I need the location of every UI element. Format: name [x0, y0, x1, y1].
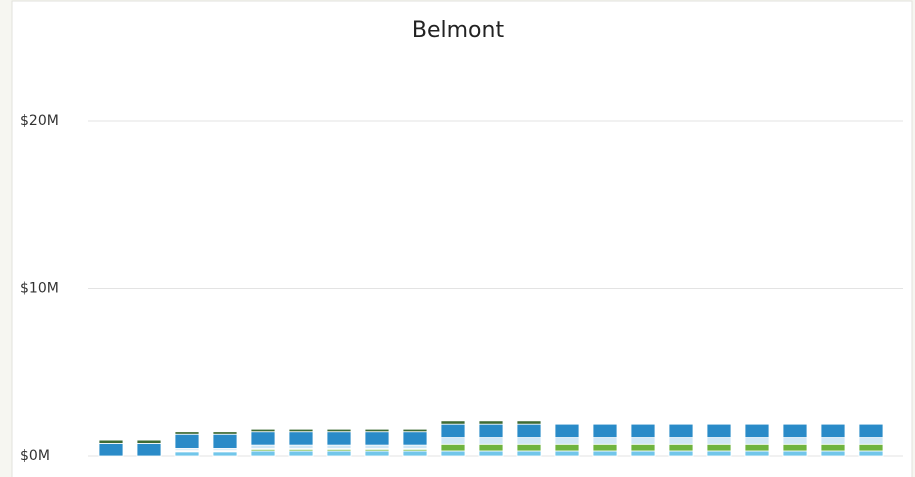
bar-segment	[858, 423, 884, 438]
bar-segment	[326, 444, 352, 449]
bar-segment	[440, 437, 466, 445]
bar-segment	[858, 443, 884, 452]
bar-segment	[250, 444, 276, 449]
bar-segment	[820, 450, 846, 457]
bar-segment	[592, 443, 618, 452]
bar-segment	[554, 437, 580, 445]
bar-segment	[592, 450, 618, 457]
bar-segment	[554, 443, 580, 452]
bar-segment	[668, 437, 694, 445]
bar-segment	[98, 439, 124, 444]
bar-segment	[288, 444, 314, 449]
bar-segment	[136, 439, 162, 444]
bar-segment	[402, 431, 428, 446]
bar-segment	[820, 443, 846, 452]
bar-segment	[326, 450, 352, 457]
bar-segment	[706, 443, 732, 452]
bar-segment	[478, 437, 504, 445]
bar-segment	[402, 450, 428, 457]
bar-segment	[478, 420, 504, 425]
bar-segment	[668, 450, 694, 457]
bar-segment	[326, 428, 352, 433]
bar-segment	[744, 437, 770, 445]
bar-segment	[592, 437, 618, 445]
bar-segment	[174, 451, 200, 457]
bar-segment	[288, 450, 314, 457]
y-tick-label: $20M	[20, 113, 59, 129]
bar-segment	[630, 450, 656, 457]
bar-segment	[554, 450, 580, 457]
bar-segment	[364, 428, 390, 433]
bar-segment	[326, 431, 352, 446]
bar-segment	[820, 437, 846, 445]
bar-segment	[744, 423, 770, 438]
bar-segment	[440, 443, 466, 452]
bar-segment	[250, 450, 276, 457]
bar-segment	[478, 450, 504, 457]
bar-segment	[820, 423, 846, 438]
bar-segment	[478, 423, 504, 438]
bar-segment	[174, 431, 200, 435]
bar-segment	[592, 423, 618, 438]
chart-title: Belmont	[412, 18, 505, 43]
y-tick-label: $10M	[20, 281, 59, 297]
bar-segment	[630, 443, 656, 452]
bar-segment	[554, 423, 580, 438]
bar-segment	[706, 450, 732, 457]
bar-segment	[782, 443, 808, 452]
bar-segment	[668, 423, 694, 438]
card	[11, 0, 913, 477]
bar-segment	[516, 420, 542, 425]
bar-segment	[478, 443, 504, 452]
bar-segment	[288, 431, 314, 446]
bar-segment	[212, 431, 238, 435]
bar-segment	[402, 428, 428, 433]
bar-segment	[744, 450, 770, 457]
bar-segment	[630, 437, 656, 445]
bar-segment	[706, 437, 732, 445]
bar-segment	[744, 443, 770, 452]
bar-segment	[212, 451, 238, 457]
bar-segment	[250, 431, 276, 446]
bar-segment	[668, 443, 694, 452]
bar-segment	[782, 450, 808, 457]
bar-segment	[440, 423, 466, 438]
bar-segment	[858, 450, 884, 457]
bar-segment	[212, 433, 238, 449]
bar-segment	[364, 431, 390, 446]
bar-segment	[364, 444, 390, 449]
bar-segment	[174, 433, 200, 449]
bar-segment	[706, 423, 732, 438]
bar-segment	[364, 450, 390, 457]
bar-segment	[858, 437, 884, 445]
bar-segment	[516, 443, 542, 452]
bar-segment	[440, 420, 466, 425]
bar-segment	[782, 423, 808, 438]
bar-segment	[402, 444, 428, 449]
bar-segment	[250, 428, 276, 433]
bar-segment	[516, 423, 542, 438]
bar-segment	[516, 437, 542, 445]
bar-segment	[288, 428, 314, 433]
bar-segment	[98, 443, 124, 457]
bar-segment	[782, 437, 808, 445]
y-tick-label: $0M	[20, 448, 50, 464]
bar-segment	[136, 443, 162, 457]
bar-segment	[630, 423, 656, 438]
bar-segment	[440, 450, 466, 457]
bar-segment	[516, 450, 542, 457]
